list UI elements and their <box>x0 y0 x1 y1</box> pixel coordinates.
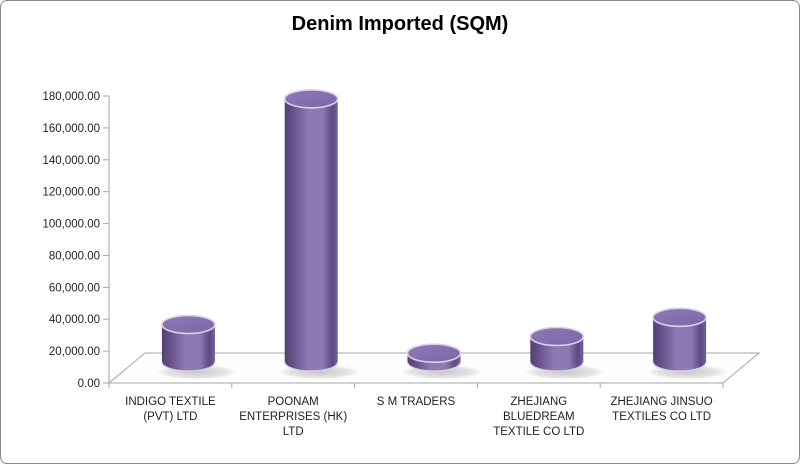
bar-poonam-enterprises-hk-ltd[interactable] <box>278 89 361 380</box>
x-axis-category-label-line: ZHEJIANG <box>510 396 567 408</box>
bar-cylinder-top <box>283 89 339 109</box>
bar-cylinder-side <box>284 98 338 372</box>
x-axis-category-label-line: BLUEDREAM <box>503 411 575 423</box>
x-axis-category-label-line: POONAM <box>268 396 319 408</box>
y-axis-tick-label: 100,000.00 <box>42 219 100 231</box>
bar-cylinder-side <box>653 317 707 371</box>
x-axis-category-label-line: TEXTILES CO LTD <box>612 411 711 423</box>
y-axis-tick-label: 60,000.00 <box>49 282 100 294</box>
x-axis-category-label: S M TRADERS <box>377 396 456 408</box>
bar-bottom-rim <box>529 361 584 372</box>
bar-zhejiang-jinsuo-textiles-co-ltd[interactable] <box>646 307 729 380</box>
y-axis-tick-label: 20,000.00 <box>49 346 100 358</box>
x-axis-category-label-line: INDIGO TEXTILE <box>125 396 216 408</box>
x-axis-category-label: ZHEJIANG JINSUO TEXTILES CO LTD <box>610 396 712 423</box>
bar-bottom-rim <box>406 361 462 372</box>
y-axis-tick-label: 0.00 <box>78 378 100 390</box>
y-axis-tick-label: 120,000.00 <box>42 187 100 199</box>
x-axis-category-label-line: LTD <box>283 426 304 438</box>
bar-cylinder-top <box>406 343 462 364</box>
bar-cylinder-side <box>407 353 461 371</box>
y-axis-tick-label: 40,000.00 <box>49 314 100 326</box>
x-axis-category-label: INDIGO TEXTILE (PVT) LTD <box>125 396 216 423</box>
bar-s-m-traders[interactable] <box>400 343 484 380</box>
bar-bottom-rim <box>161 361 216 372</box>
x-axis-category-label-line: (PVT) LTD <box>143 411 197 423</box>
bar-bottom-rim <box>652 361 707 372</box>
bar-cylinder-top <box>652 307 707 328</box>
bar-indigo-textile-pvt-ltd[interactable] <box>155 314 238 380</box>
x-axis-category-label-line: ENTERPRISES (HK) <box>239 411 347 423</box>
x-axis-category-label: POONAM ENTERPRISES (HK) LTD <box>239 396 347 438</box>
bar-cylinder-side <box>161 324 215 371</box>
bar-cylinder-top <box>161 314 216 335</box>
x-axis-category-label: ZHEJIANG BLUEDREAM TEXTILE CO LTD <box>493 396 584 438</box>
x-axis-category-label-line: ZHEJIANG JINSUO <box>610 396 712 408</box>
bar-bottom-rim <box>284 361 339 372</box>
y-axis-tick-label: 160,000.00 <box>42 123 100 135</box>
bar-zhejiang-bluedream-textile-co-ltd[interactable] <box>523 326 606 380</box>
y-axis-tick-label: 140,000.00 <box>42 155 100 167</box>
bar-cylinder-top <box>529 326 585 347</box>
x-axis-category-label-line: S M TRADERS <box>377 396 456 408</box>
chart-title: Denim Imported (SQM) <box>291 13 509 35</box>
x-axis-category-label-line: TEXTILE CO LTD <box>493 426 584 438</box>
y-axis-tick-label: 80,000.00 <box>49 250 100 262</box>
y-axis-tick-label: 180,000.00 <box>42 91 100 103</box>
